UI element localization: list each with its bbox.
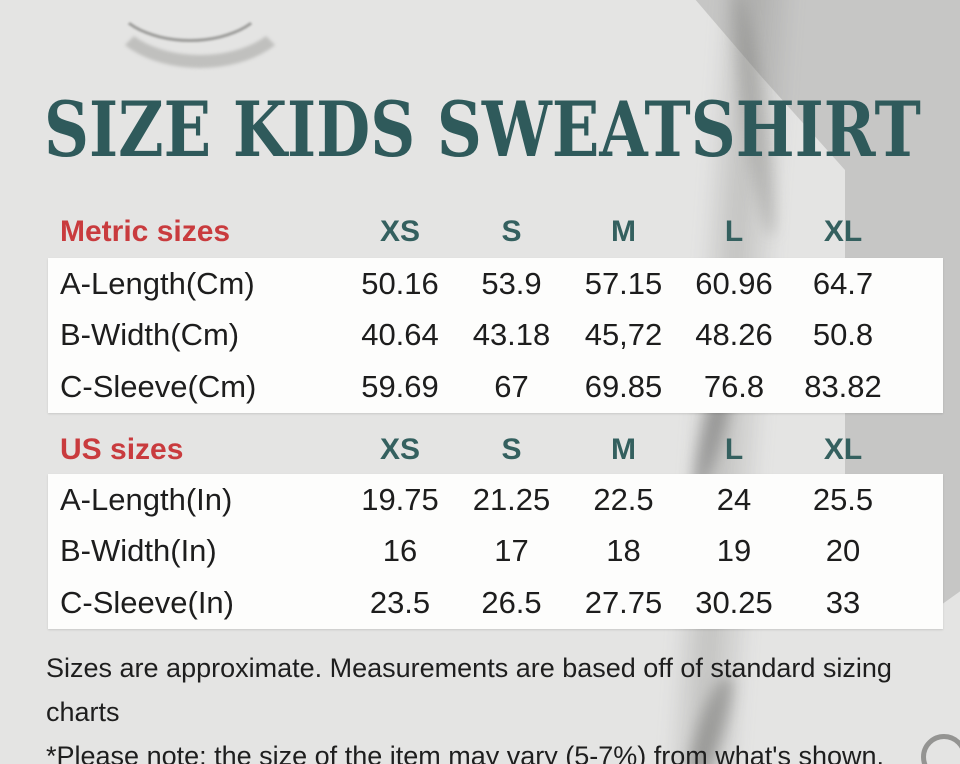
size-value: 45,72: [584, 317, 663, 353]
row-label: C-Sleeve(Cm): [60, 369, 257, 405]
size-value: 27.75: [584, 585, 663, 621]
size-column-header-m: M: [611, 433, 636, 466]
size-value: 33: [825, 585, 861, 621]
table-row: C-Sleeve(Cm) 59.69 67 69.85 76.8 83.82: [48, 361, 943, 413]
size-column-header-xl: XL: [823, 433, 863, 466]
size-value: 16: [382, 533, 418, 569]
size-value: 50.16: [361, 265, 439, 301]
size-column-header-l: L: [724, 433, 744, 466]
size-column-header-xs: XS: [379, 433, 421, 466]
size-value: 57.15: [584, 265, 663, 301]
metric-header-row: Metric sizes XS S M L XL: [48, 208, 943, 256]
size-value: 18: [606, 533, 641, 569]
row-label: B-Width(Cm): [60, 317, 240, 353]
table-row: B-Width(In) 16 17 18 19 20: [48, 526, 943, 578]
size-value: 25.5: [812, 481, 874, 517]
size-value: 24: [716, 481, 752, 517]
size-value: 22.5: [593, 481, 654, 517]
size-value: 60.96: [695, 265, 773, 301]
page-title: SIZE KIDS SWEATSHIRT: [44, 85, 921, 174]
table-row: A-Length(Cm) 50.16 53.9 57.15 60.96 64.7: [48, 258, 943, 310]
size-value: 21.25: [472, 481, 551, 517]
size-value: 48.26: [695, 317, 773, 353]
size-column-header-xl: XL: [823, 215, 863, 248]
size-column-header-m: M: [611, 215, 636, 248]
footer-notes: Sizes are approximate. Measurements are …: [46, 646, 926, 764]
row-label: A-Length(Cm): [60, 265, 255, 301]
size-value: 17: [494, 533, 529, 569]
size-column-header-s: S: [501, 433, 522, 466]
section-label-us: US sizes: [60, 433, 184, 466]
metric-values-panel: A-Length(Cm) 50.16 53.9 57.15 60.96 64.7…: [48, 258, 943, 413]
size-value: 19.75: [361, 481, 439, 517]
us-values-panel: A-Length(In) 19.75 21.25 22.5 24 25.5 B-…: [48, 474, 943, 629]
table-row: B-Width(Cm) 40.64 43.18 45,72 48.26 50.8: [48, 310, 943, 362]
table-row: A-Length(In) 19.75 21.25 22.5 24 25.5: [48, 474, 943, 526]
section-label-metric: Metric sizes: [60, 215, 231, 248]
sweatshirt-collar-line: [110, 0, 270, 42]
footer-note-approximate: Sizes are approximate. Measurements are …: [46, 653, 892, 727]
size-value: 26.5: [481, 585, 542, 621]
row-label: C-Sleeve(In): [60, 585, 234, 621]
size-value: 50.8: [812, 317, 874, 353]
size-column-header-xs: XS: [379, 215, 421, 248]
row-label: A-Length(In): [60, 481, 233, 517]
size-value: 67: [494, 369, 529, 405]
size-value: 19: [716, 533, 752, 569]
size-value: 83.82: [804, 369, 882, 405]
size-value: 20: [825, 533, 861, 569]
row-label: B-Width(In): [60, 533, 217, 569]
size-value: 69.85: [584, 369, 663, 405]
size-column-header-s: S: [501, 215, 522, 248]
size-value: 23.5: [369, 585, 431, 621]
table-row: C-Sleeve(In) 23.5 26.5 27.75 30.25 33: [48, 577, 943, 629]
size-value: 76.8: [703, 369, 765, 405]
size-value: 53.9: [481, 265, 542, 301]
size-column-header-l: L: [724, 215, 744, 248]
us-header-row: US sizes XS S M L XL: [48, 426, 943, 474]
size-value: 59.69: [361, 369, 439, 405]
size-value: 64.7: [812, 265, 874, 301]
footer-note-variance: *Please note: the size of the item may v…: [46, 741, 885, 764]
size-value: 40.64: [361, 317, 439, 353]
corner-watermark-circle: [921, 734, 960, 764]
size-value: 43.18: [472, 317, 551, 353]
size-value: 30.25: [695, 585, 773, 621]
